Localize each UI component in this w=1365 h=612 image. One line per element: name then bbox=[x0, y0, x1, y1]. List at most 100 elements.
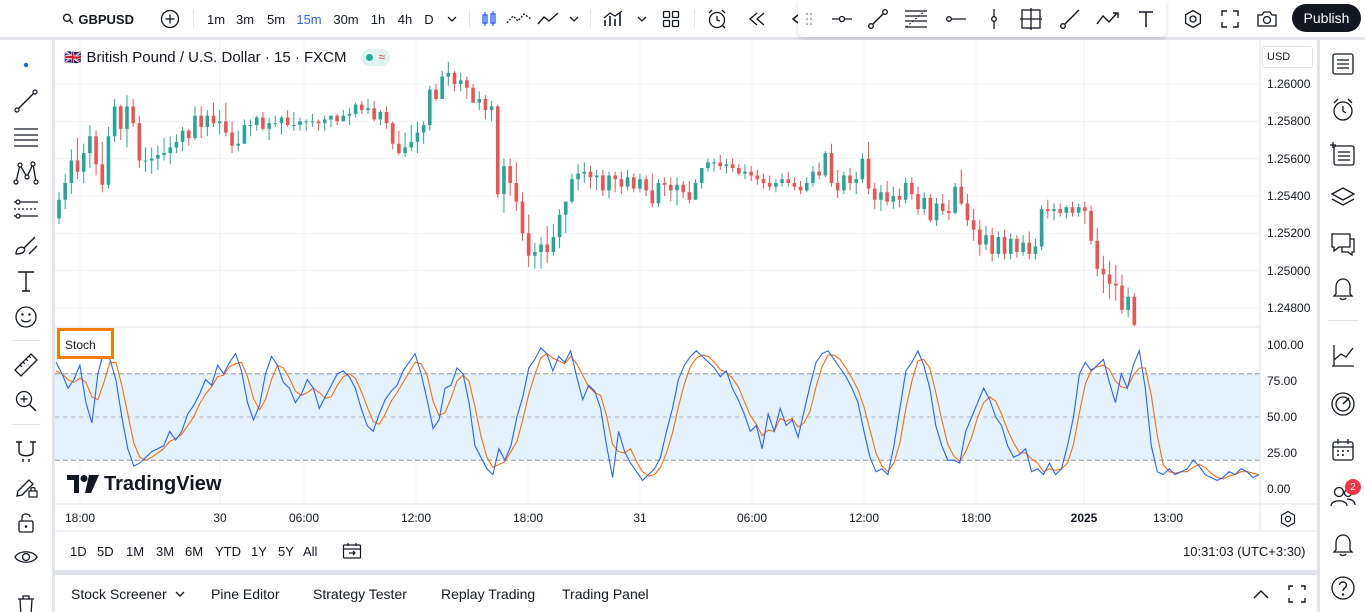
watchlist-button[interactable] bbox=[1329, 50, 1357, 78]
fib-tool[interactable] bbox=[13, 124, 39, 150]
layers-button[interactable] bbox=[1329, 184, 1357, 212]
stay-in-drawing-mode-tool[interactable] bbox=[13, 474, 39, 500]
range-YTD[interactable]: YTD bbox=[215, 544, 241, 559]
chart-type-dropdown[interactable] bbox=[566, 0, 582, 38]
fullscreen-button[interactable] bbox=[1218, 0, 1242, 38]
candle bbox=[693, 179, 698, 200]
range-1D[interactable]: 1D bbox=[70, 544, 87, 559]
snapshot-button[interactable] bbox=[1254, 0, 1280, 38]
symbol-search-button[interactable]: GBPUSD bbox=[62, 0, 134, 38]
date-range-button[interactable] bbox=[342, 542, 362, 560]
range-6M[interactable]: 6M bbox=[185, 544, 204, 559]
clock-timezone[interactable]: 10:31:03 (UTC+3:30) bbox=[1183, 544, 1306, 559]
candle bbox=[996, 231, 1001, 258]
range-1Y[interactable]: 1Y bbox=[251, 544, 267, 559]
interval-dropdown[interactable] bbox=[444, 0, 460, 38]
pattern-tool[interactable] bbox=[13, 160, 39, 186]
currency-button[interactable]: USD bbox=[1262, 46, 1313, 68]
replay-button[interactable] bbox=[744, 0, 770, 38]
text-tool[interactable] bbox=[13, 268, 39, 294]
object-tree-button[interactable] bbox=[1329, 140, 1357, 168]
alerts-button[interactable] bbox=[1329, 96, 1357, 124]
help-notifications-button[interactable] bbox=[1329, 530, 1357, 558]
range-1M[interactable]: 1M bbox=[126, 544, 145, 559]
candle bbox=[465, 76, 469, 99]
candle bbox=[631, 173, 636, 193]
cross-line-tool[interactable] bbox=[1018, 0, 1044, 37]
tab-trading-panel[interactable]: Trading Panel bbox=[562, 585, 649, 602]
tab-replay-trading[interactable]: Replay Trading bbox=[441, 585, 536, 602]
search-icon bbox=[62, 13, 74, 25]
ray-tool[interactable] bbox=[1058, 0, 1082, 37]
vertical-line-tool[interactable] bbox=[982, 0, 1006, 37]
chart-canvas[interactable] bbox=[55, 40, 1317, 570]
calendar-button[interactable] bbox=[1329, 436, 1357, 464]
candle bbox=[675, 177, 679, 206]
range-3M[interactable]: 3M bbox=[156, 544, 175, 559]
horizontal-ray-tool[interactable] bbox=[830, 0, 854, 37]
stoch-indicator-label[interactable]: Stoch bbox=[65, 338, 96, 352]
alert-button[interactable] bbox=[704, 0, 730, 38]
interval-4h[interactable]: 4h bbox=[397, 11, 413, 27]
interval-15m[interactable]: 15m bbox=[296, 11, 322, 27]
magnet-tool[interactable] bbox=[13, 438, 39, 464]
indicators-dropdown[interactable] bbox=[634, 0, 650, 38]
projection-tool[interactable] bbox=[13, 196, 39, 222]
path-tool[interactable] bbox=[1094, 0, 1122, 37]
settings-button[interactable] bbox=[1180, 0, 1206, 38]
chart-legend[interactable]: 🇬🇧 British Pound / U.S. Dollar · 15 · FX… bbox=[64, 48, 391, 66]
compare-symbol-button[interactable] bbox=[158, 0, 182, 38]
market-status-badge[interactable]: ≈ bbox=[360, 48, 391, 66]
collapse-panel-button[interactable] bbox=[1253, 575, 1269, 612]
drag-handle[interactable] bbox=[802, 0, 816, 37]
hide-drawings-tool[interactable] bbox=[13, 544, 39, 570]
range-5Y[interactable]: 5Y bbox=[278, 544, 294, 559]
tab-strategy-tester[interactable]: Strategy Tester bbox=[313, 585, 407, 602]
interval-1h[interactable]: 1h bbox=[370, 11, 386, 27]
notifications-button[interactable] bbox=[1329, 274, 1357, 302]
chats-button[interactable] bbox=[1329, 230, 1357, 258]
indicators-button[interactable] bbox=[601, 0, 625, 38]
trend-line-tool[interactable] bbox=[866, 0, 890, 37]
candle bbox=[940, 194, 945, 215]
undo-button[interactable] bbox=[790, 0, 800, 38]
line-type-button[interactable] bbox=[536, 0, 560, 38]
fib-retracement-tool[interactable] bbox=[902, 0, 930, 37]
indicators-icon bbox=[603, 10, 623, 26]
tab-pine-editor[interactable]: Pine Editor bbox=[211, 585, 280, 602]
horizontal-line-tool[interactable] bbox=[944, 0, 968, 37]
zoom-in-tool[interactable] bbox=[13, 388, 39, 414]
cursor-tool[interactable] bbox=[13, 52, 39, 78]
interval-1m[interactable]: 1m bbox=[206, 11, 226, 27]
range-5D[interactable]: 5D bbox=[97, 544, 114, 559]
trash-icon bbox=[18, 595, 34, 612]
tab-stock-screener[interactable]: Stock Screener bbox=[71, 575, 185, 612]
interval-D[interactable]: D bbox=[424, 11, 434, 27]
trading-ideas-button[interactable] bbox=[1329, 342, 1357, 370]
emoji-tool[interactable] bbox=[13, 304, 39, 330]
interval-30m[interactable]: 30m bbox=[333, 11, 359, 27]
eye-icon bbox=[14, 551, 38, 563]
brush-tool[interactable] bbox=[13, 232, 39, 258]
candle bbox=[842, 171, 846, 195]
measure-tool[interactable] bbox=[13, 352, 39, 378]
lock-drawings-tool[interactable] bbox=[13, 510, 39, 536]
interval-5m[interactable]: 5m bbox=[266, 11, 286, 27]
technicals-button[interactable] bbox=[1329, 390, 1357, 418]
maximize-panel-button[interactable] bbox=[1288, 575, 1306, 612]
community-button[interactable]: 2 bbox=[1329, 479, 1361, 510]
range-All[interactable]: All bbox=[303, 544, 318, 559]
publish-button[interactable]: Publish bbox=[1292, 4, 1361, 32]
trend-line-tool[interactable] bbox=[13, 88, 39, 114]
text-tool[interactable] bbox=[1134, 0, 1158, 37]
time-axis-settings-button[interactable] bbox=[1279, 510, 1297, 528]
line-break-type-button[interactable] bbox=[504, 0, 534, 38]
layout-button[interactable] bbox=[659, 0, 683, 38]
tradingview-watermark[interactable]: TradingView bbox=[67, 472, 221, 496]
candle bbox=[1064, 205, 1069, 219]
candles-type-button[interactable] bbox=[478, 0, 500, 38]
interval-3m[interactable]: 3m bbox=[235, 11, 255, 27]
help-button[interactable] bbox=[1329, 574, 1357, 602]
remove-drawings-tool[interactable] bbox=[13, 592, 39, 612]
candle bbox=[452, 70, 457, 92]
